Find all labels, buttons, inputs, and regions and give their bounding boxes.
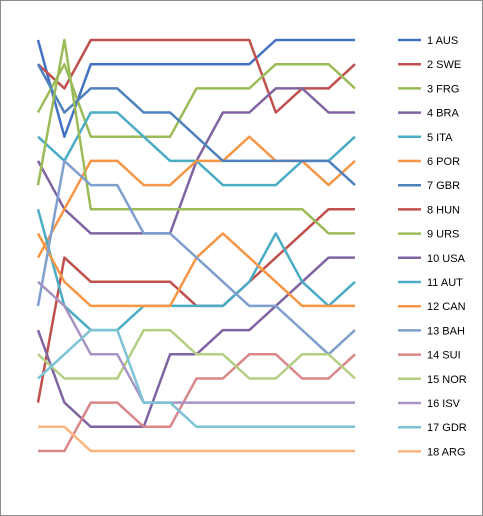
legend-label-18-arg: 18 ARG [427,446,466,458]
series-line-16-isv [37,280,355,404]
legend-label-11-aut: 11 AUT [427,277,463,289]
legend-label-13-bah: 13 BAH [427,325,465,337]
series-line-12-can [36,232,355,308]
series-line-7-gbr [36,63,356,187]
series-line-6-por [36,135,356,259]
legend-label-2-swe: 2 SWE [427,59,461,71]
legend-label-10-usa: 10 USA [427,253,466,265]
series-line-1-aus [36,38,355,138]
plot-area [36,38,356,453]
series-line-13-bah [36,159,356,356]
series-line-18-arg [38,425,355,453]
series-line-15-nor [37,328,356,380]
series-line-3-frg [36,62,356,138]
legend-label-15-nor: 15 NOR [427,374,467,386]
legend-label-17-gdr: 17 GDR [427,422,467,434]
legend-label-16-isv: 16 ISV [427,398,461,410]
legend-label-5-ita: 5 ITA [427,132,453,144]
legend-label-4-bra: 4 BRA [427,108,459,120]
series-line-14-sui [38,353,356,453]
legend-label-9-urs: 9 URS [427,229,459,241]
legend-label-12-can: 12 CAN [427,301,466,313]
legend-label-14-sui: 14 SUI [427,350,461,362]
series-line-17-gdr [37,328,355,429]
legend-label-3-frg: 3 FRG [427,83,459,95]
series-line-9-urs [36,38,355,235]
legend-label-6-por: 6 POR [427,156,460,168]
legend-label-7-gbr: 7 GBR [427,180,460,192]
legend: 1 AUS 2 SWE 3 FRG 4 BRA 5 ITA 6 POR 7 GBR 8 HUN… [398,35,467,458]
legend-label-1-aus: 1 AUS [427,35,458,47]
legend-label-8-hun: 8 HUN [427,204,460,216]
